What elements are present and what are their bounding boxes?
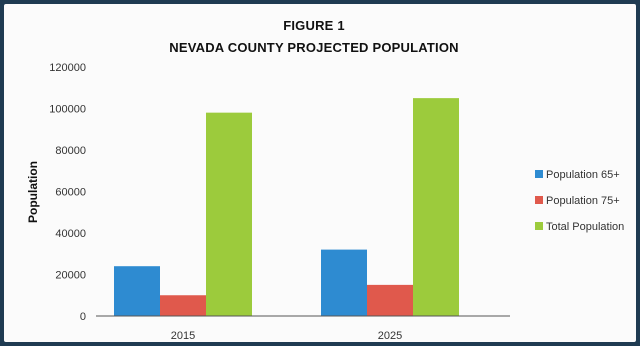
bars [114,98,459,317]
x-axis-ticks: 2015 2025 [171,330,402,342]
chart-title: NEVADA COUNTY PROJECTED POPULATION [169,40,459,55]
bar-2015-total-population [206,112,252,317]
y-tick-label: 80000 [55,145,86,157]
legend-entry: Population 65+ [546,169,620,181]
bar-2025-population-75 [367,284,413,316]
legend-entry: Total Population [546,221,624,233]
bar-2015-population-75 [160,295,206,316]
legend-entry: Population 75+ [546,195,620,207]
figure-label: FIGURE 1 [283,18,345,33]
legend-swatch [535,170,543,178]
bar-2025-total-population [413,98,459,316]
x-tick-label: 2015 [171,330,195,342]
y-tick-label: 60000 [55,187,86,199]
legend: Population 65+ Population 75+ Total Popula… [535,169,624,233]
y-tick-label: 120000 [49,62,86,74]
x-tick-label: 2025 [378,330,402,342]
bar-2025-population-65 [321,249,367,316]
legend-swatch [535,222,543,230]
y-tick-label: 0 [80,311,86,323]
y-tick-label: 20000 [55,270,86,282]
bar-2015-population-65 [114,266,160,316]
y-axis-ticks: 0 20000 40000 60000 80000 100000 120000 [49,62,86,323]
y-axis-label: Population [26,161,40,223]
y-tick-label: 40000 [55,228,86,240]
legend-swatch [535,196,543,204]
y-tick-label: 100000 [49,104,86,116]
chart-frame: FIGURE 1 NEVADA COUNTY PROJECTED POPULAT… [4,4,636,342]
